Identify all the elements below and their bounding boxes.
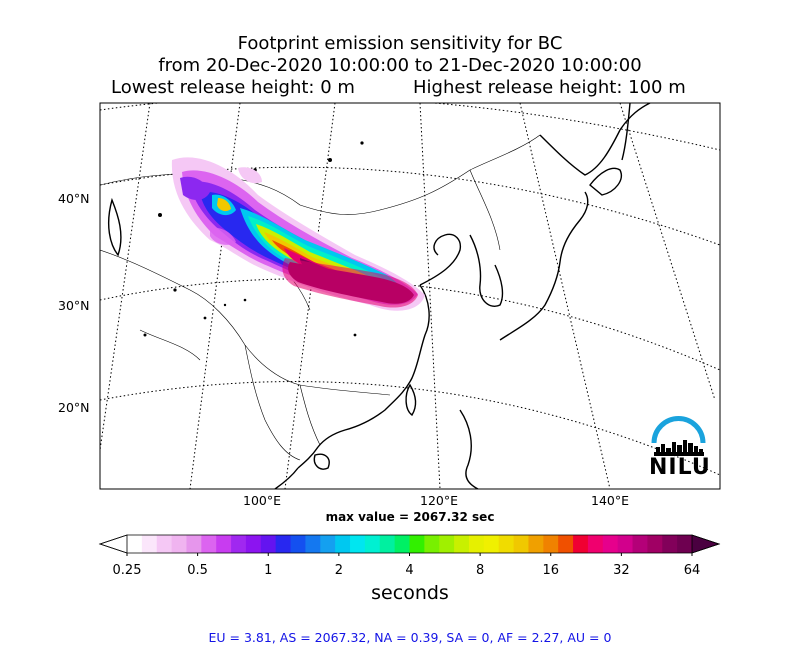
colorbar-segment — [156, 535, 173, 553]
colorbar-segment — [573, 535, 589, 553]
lat-label-20n: 20°N — [58, 400, 90, 415]
lon-label-100e: 100°E — [243, 493, 282, 508]
logo-text: NILU — [649, 455, 711, 480]
colorbar-tick-label: 4 — [405, 563, 414, 578]
colorbar-segment — [320, 535, 336, 553]
lowest-release-height: Lowest release height: 0 m — [111, 77, 355, 98]
hokkaido-coast — [589, 167, 622, 196]
china-coast — [297, 284, 430, 469]
colorbar-segment — [587, 535, 604, 553]
colorbar-extend-high — [691, 534, 721, 554]
colorbar-segment — [617, 535, 634, 553]
meridian-140e — [519, 103, 611, 489]
logo-arc — [651, 416, 706, 444]
colorbar-segment — [528, 535, 544, 553]
plot-period: from 20-Dec-2020 10:00:00 to 21-Dec-2020… — [158, 55, 642, 76]
colorbar-segment — [201, 535, 217, 553]
map-area — [100, 103, 720, 489]
parallel-20n — [100, 381, 720, 476]
bohai-coast — [419, 233, 462, 286]
max-value: max value = 2067.32 sec — [325, 510, 495, 524]
japan-coast — [499, 191, 589, 341]
colorbar-segment — [632, 535, 648, 553]
colorbar-segment — [513, 535, 530, 553]
hainan-coast — [313, 453, 330, 470]
colorbar-segment — [424, 535, 440, 553]
colorbar-segment — [141, 535, 158, 553]
colorbar-segment — [171, 535, 188, 553]
colorbar-segment — [394, 535, 411, 553]
colorbar-segment — [379, 535, 396, 553]
meridian-120e — [284, 103, 336, 489]
indochina-coast — [274, 467, 299, 489]
colorbar-segment — [275, 535, 292, 553]
colorbar-segment — [483, 535, 500, 553]
colorbar-extend-low — [98, 534, 128, 554]
colorbar-segment — [260, 535, 277, 553]
colorbar-segment — [454, 535, 470, 553]
colorbar-segment — [468, 535, 485, 553]
meridian-150e — [619, 103, 716, 401]
colorbar-segment — [647, 535, 663, 553]
korea-coast — [469, 234, 504, 307]
colorbar-segment — [364, 535, 381, 553]
nilu-logo — [651, 416, 706, 456]
colorbar-segment — [245, 535, 262, 553]
graticule — [100, 103, 720, 489]
lon-label-140e: 140°E — [591, 493, 630, 508]
colorbar-segment — [305, 535, 321, 553]
lat-label-30n: 30°N — [58, 298, 90, 313]
russia-coast — [539, 103, 651, 176]
meridian-110e — [189, 103, 241, 489]
parallel-50n — [100, 103, 720, 151]
plot-title: Footprint emission sensitivity for BC — [237, 33, 563, 54]
footprint-plume — [171, 157, 425, 311]
colorbar-tick-label: 2 — [334, 563, 344, 578]
colorbar-tick-label: 32 — [613, 563, 630, 578]
colorbar-tick-label: 16 — [542, 563, 560, 578]
colorbar-segment — [439, 535, 455, 553]
colorbar-segment — [335, 535, 351, 553]
country-borders — [100, 134, 541, 461]
map-frame — [99, 102, 721, 490]
colorbar-tick-label: 1 — [264, 563, 273, 578]
colorbar-segment — [543, 535, 559, 553]
colorbar-tick-label: 8 — [475, 563, 485, 578]
meridian-130e — [419, 103, 441, 489]
lon-label-120e: 120°E — [420, 493, 459, 508]
coastlines — [108, 103, 651, 489]
colorbar-segment — [602, 535, 619, 553]
colorbar-segment — [216, 535, 232, 553]
colorbar-tick-label: 0.25 — [112, 563, 142, 578]
colorbar-tick-label: 64 — [683, 563, 701, 578]
colorbar-segment — [558, 535, 574, 553]
colorbar-segment — [677, 535, 693, 553]
taiwan-coast — [405, 383, 417, 417]
colorbar-segment — [409, 535, 425, 553]
lat-label-40n: 40°N — [58, 191, 90, 206]
colorbar-tick-label: 0.5 — [187, 563, 208, 578]
philippines-coast — [459, 409, 479, 489]
colorbar-segment — [498, 535, 515, 553]
caspian-coast — [108, 197, 122, 257]
logo-skyline — [654, 440, 704, 456]
parallel-30n — [100, 278, 720, 371]
colorbar-segment — [662, 535, 678, 553]
region-summary: EU = 3.81, AS = 2067.32, NA = 0.39, SA =… — [208, 630, 612, 645]
colorbar-segment — [350, 535, 366, 553]
meridian-100e — [100, 103, 151, 451]
colorbar-segment — [231, 535, 247, 553]
colorbar-segment — [290, 535, 307, 553]
colorbar-segment — [127, 535, 143, 553]
colorbar — [98, 534, 721, 556]
colorbar-segment — [186, 535, 202, 553]
colorbar-units: seconds — [371, 582, 449, 604]
highest-release-height: Highest release height: 100 m — [413, 77, 686, 98]
sakhalin-coast — [621, 103, 631, 161]
